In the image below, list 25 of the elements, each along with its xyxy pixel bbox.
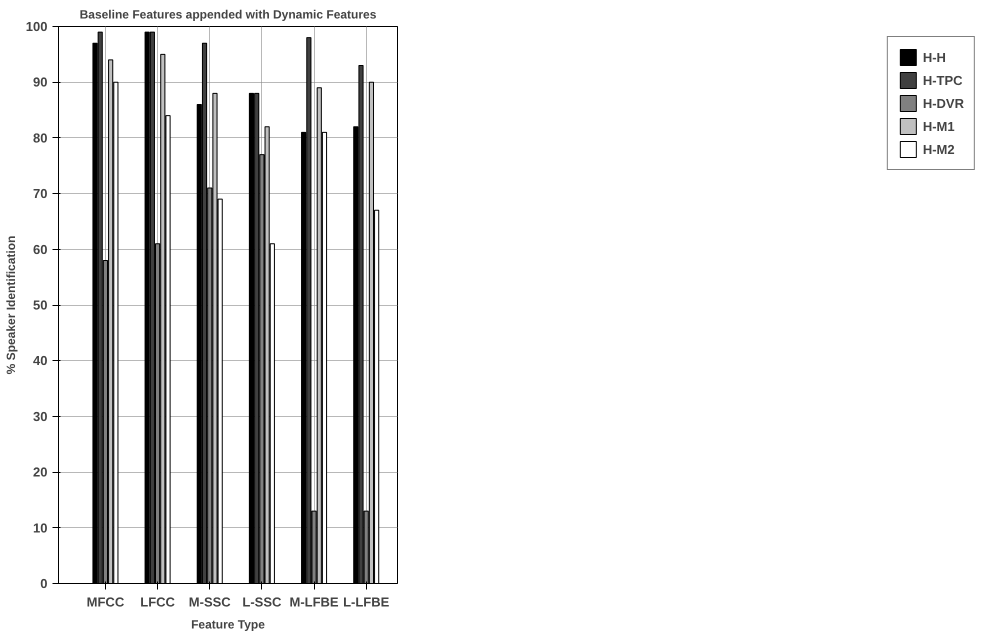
legend-label: H-M2 [922,142,955,156]
y-tick-label: 40 [33,353,48,368]
legend-label: H-TPC [922,72,963,88]
chart-title: Baseline Features appended with Dynamic Features [80,8,377,22]
y-axis-title: % Speaker Identification [4,236,18,374]
y-tick-label: 80 [33,130,48,146]
y-tick-label: 100 [26,19,48,34]
legend-label: H-DVR [922,96,964,110]
y-tick-label: 50 [33,298,48,312]
legend-label: H-H [922,50,946,64]
y-tick-label: 0 [40,576,48,591]
x-tick-label: MFCC [86,594,125,610]
y-tick-label: 30 [33,408,48,424]
y-tick-label: 90 [33,74,48,90]
x-tick-label: L-SSC [242,594,282,610]
legend-label: H-M1 [922,118,955,134]
y-tick-label: 20 [33,464,48,480]
x-tick-label: LFCC [140,594,176,610]
x-tick-label: M-SSC [188,594,232,610]
y-tick-label: 70 [33,186,48,202]
y-tick-label: 60 [33,242,48,257]
x-tick-label: M-LFBE [290,594,339,610]
x-axis-title: Feature Type [191,618,266,632]
y-tick-label: 10 [33,520,48,536]
x-tick-label: L-LFBE [343,594,390,610]
